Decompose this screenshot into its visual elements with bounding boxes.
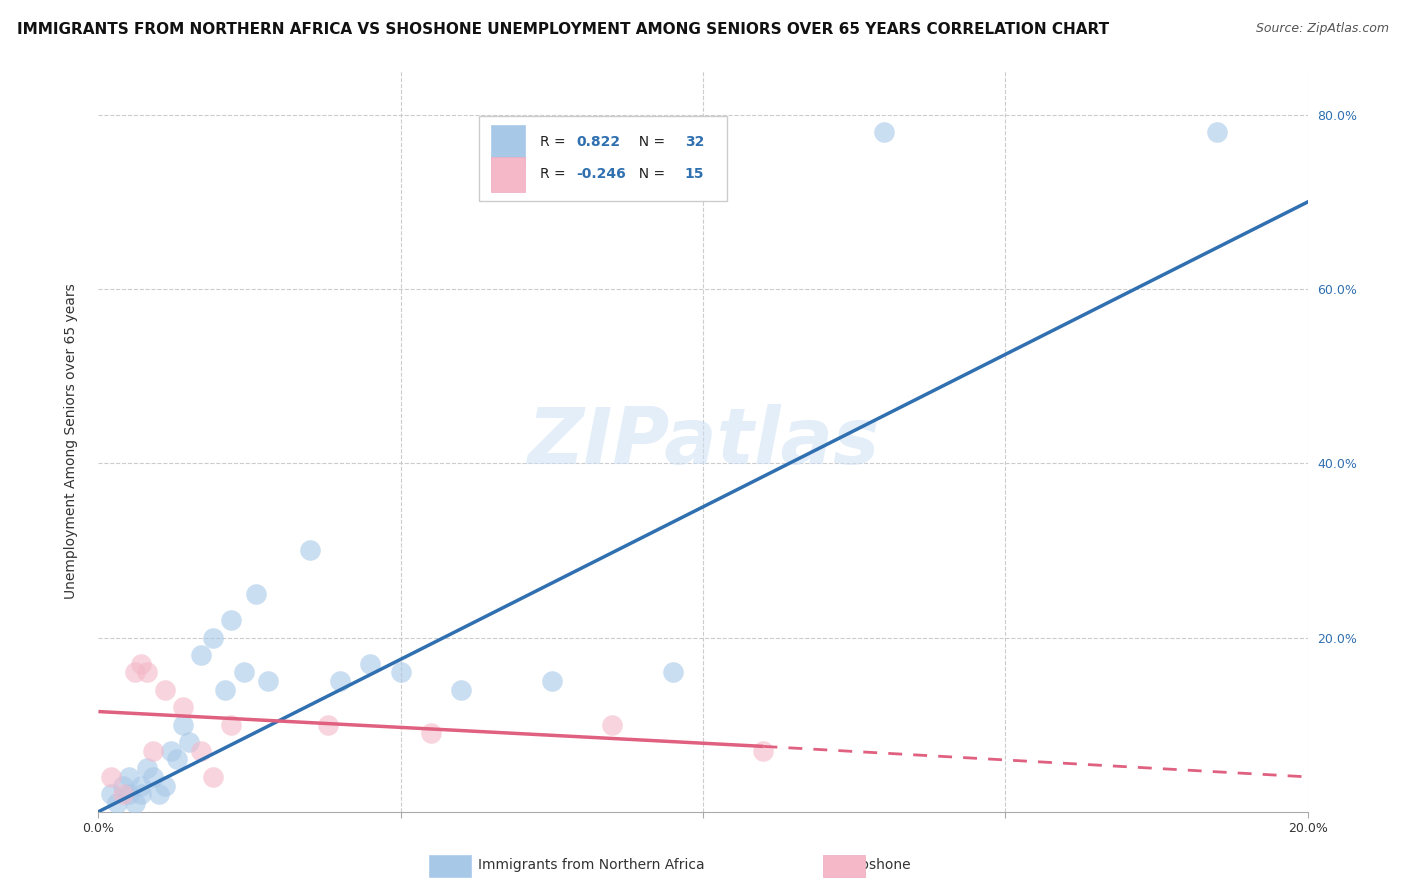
Point (202, 770, 225, 784)
Text: 0.822: 0.822 (576, 136, 620, 150)
Text: N =: N = (630, 136, 669, 150)
Point (129, 779, 152, 793)
Point (329, 674, 352, 689)
Point (360, 657, 382, 671)
Point (450, 682, 472, 697)
Point (221, 613, 243, 627)
Point (118, 770, 141, 784)
Point (142, 770, 165, 784)
Point (124, 796, 146, 810)
Text: Immigrants from Northern Africa: Immigrants from Northern Africa (478, 858, 704, 872)
Point (160, 744, 183, 758)
FancyBboxPatch shape (479, 116, 727, 201)
Point (873, 125, 896, 139)
Point (142, 744, 165, 758)
Point (1206, 125, 1229, 139)
Point (420, 726, 443, 740)
Bar (492, 156, 526, 192)
Point (221, 717, 243, 731)
Point (540, 674, 562, 689)
Point (316, 717, 339, 731)
Text: 32: 32 (685, 136, 704, 150)
Point (148, 787, 170, 801)
Point (602, 717, 624, 731)
Point (752, 744, 775, 758)
Point (232, 665, 254, 680)
Y-axis label: Unemployment Among Seniors over 65 years: Unemployment Among Seniors over 65 years (63, 284, 77, 599)
Bar (492, 125, 526, 161)
Point (172, 700, 194, 714)
Point (100, 787, 122, 801)
Text: Shoshone: Shoshone (844, 858, 911, 872)
Point (179, 735, 201, 749)
Point (256, 674, 278, 689)
Point (129, 787, 152, 801)
Point (245, 587, 267, 601)
Text: ZIPatlas: ZIPatlas (527, 403, 879, 480)
Point (153, 682, 176, 697)
Point (111, 779, 134, 793)
Text: R =: R = (540, 136, 569, 150)
Point (172, 717, 194, 731)
Point (135, 761, 157, 775)
Point (111, 787, 134, 801)
Text: 15: 15 (685, 168, 704, 181)
Text: IMMIGRANTS FROM NORTHERN AFRICA VS SHOSHONE UNEMPLOYMENT AMONG SENIORS OVER 65 Y: IMMIGRANTS FROM NORTHERN AFRICA VS SHOSH… (17, 22, 1109, 37)
Point (118, 787, 141, 801)
Point (124, 665, 146, 680)
Point (202, 631, 225, 645)
Text: R =: R = (540, 168, 569, 181)
Point (105, 796, 128, 810)
Point (299, 543, 322, 558)
Text: -0.246: -0.246 (576, 168, 626, 181)
Point (135, 665, 157, 680)
Point (166, 752, 188, 766)
Text: Source: ZipAtlas.com: Source: ZipAtlas.com (1256, 22, 1389, 36)
Point (214, 682, 236, 697)
Text: N =: N = (630, 168, 669, 181)
Point (190, 648, 212, 662)
Point (389, 665, 412, 680)
Point (153, 779, 176, 793)
Point (129, 657, 152, 671)
Point (100, 770, 122, 784)
Point (661, 665, 683, 680)
Point (190, 744, 212, 758)
